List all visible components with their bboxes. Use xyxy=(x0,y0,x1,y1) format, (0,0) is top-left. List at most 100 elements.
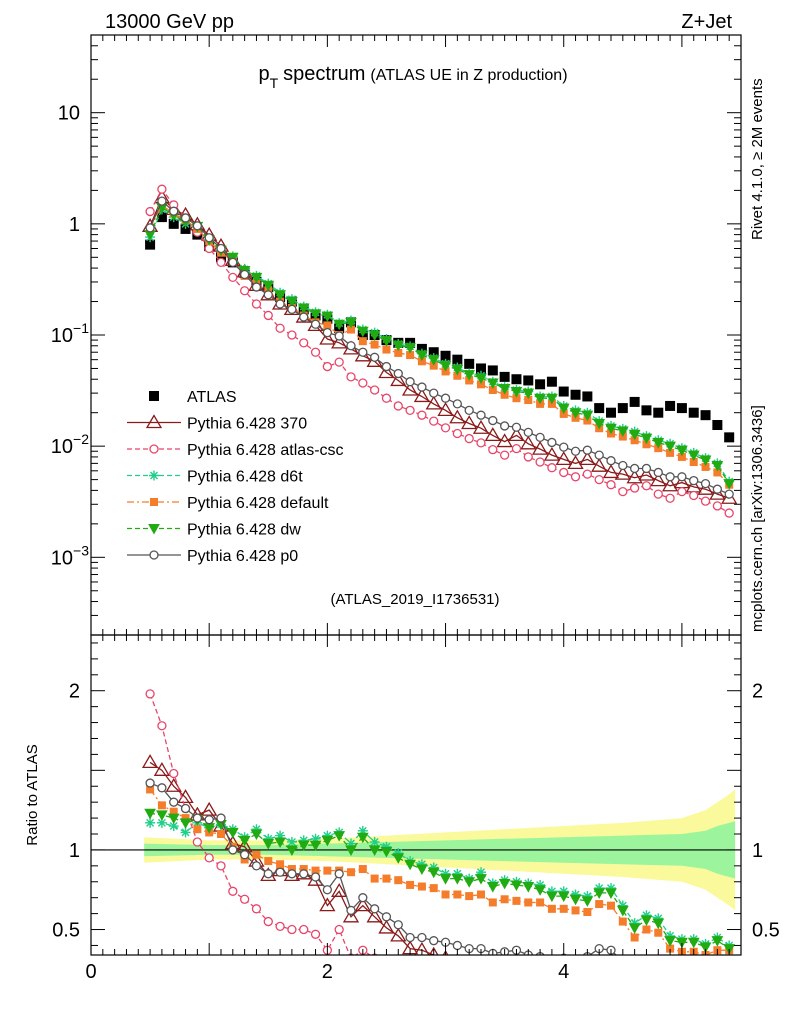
point-pythia-6-428-370 xyxy=(638,466,655,481)
ratio-point-pythia-6-428-default xyxy=(406,880,415,889)
ratio-frame xyxy=(90,634,742,956)
point-pythia-6-428-atlas-csc xyxy=(393,401,403,411)
ratio-point-pythia-6-428-dw xyxy=(510,880,523,891)
energy-label: 13000 GeV pp xyxy=(105,11,234,33)
ratio-point-pythia-6-428-default xyxy=(441,890,450,899)
ratio-point-pythia-6-428-370 xyxy=(331,883,348,897)
ratio-point-pythia-6-428-d6t xyxy=(369,836,380,847)
point-atlas xyxy=(535,379,546,390)
point-atlas xyxy=(476,363,486,374)
ratio-point-pythia-6-428-d6t xyxy=(156,817,167,828)
point-pythia-6-428-370 xyxy=(319,330,336,345)
point-pythia-6-428-dw xyxy=(557,403,570,415)
legend-marker-pythia-6-428-default xyxy=(150,498,158,506)
point-pythia-6-428-atlas-csc xyxy=(251,299,262,309)
point-pythia-6-428-p0 xyxy=(275,299,285,309)
ratio-point-pythia-6-428-atlas-csc xyxy=(145,689,155,699)
point-pythia-6-428-370 xyxy=(472,419,490,434)
point-pythia-6-428-atlas-csc xyxy=(287,330,297,340)
point-atlas xyxy=(653,407,664,418)
point-atlas xyxy=(594,403,605,414)
ratio-point-pythia-6-428-default xyxy=(264,857,273,866)
point-pythia-6-428-atlas-csc xyxy=(358,378,368,388)
point-pythia-6-428-p0 xyxy=(287,304,297,315)
point-atlas xyxy=(523,375,534,386)
legend-item-atlas: ATLAS xyxy=(149,389,237,406)
point-atlas xyxy=(617,403,628,414)
line-pythia-6-428-atlas-csc xyxy=(149,187,730,514)
point-pythia-6-428-p0 xyxy=(606,456,616,466)
point-pythia-6-428-atlas-csc xyxy=(263,310,273,321)
point-pythia-6-428-dw xyxy=(593,418,606,430)
point-pythia-6-428-p0 xyxy=(169,206,179,216)
ratio-point-pythia-6-428-atlas-csc xyxy=(299,924,309,935)
ratio-point-pythia-6-428-dw xyxy=(321,835,334,847)
point-pythia-6-428-p0 xyxy=(464,405,474,415)
point-pythia-6-428-default xyxy=(689,458,698,467)
point-pythia-6-428-atlas-csc xyxy=(346,372,356,382)
point-pythia-6-428-atlas-csc xyxy=(629,483,640,493)
point-pythia-6-428-atlas-csc xyxy=(665,493,675,503)
ratio-point-pythia-6-428-atlas-csc xyxy=(192,837,203,847)
point-pythia-6-428-370 xyxy=(579,451,596,466)
ratio-point-pythia-6-428-default xyxy=(181,814,190,823)
point-pythia-6-428-370 xyxy=(437,402,454,416)
point-pythia-6-428-atlas-csc xyxy=(712,501,723,511)
point-pythia-6-428-370 xyxy=(721,489,738,504)
ratio-point-pythia-6-428-default xyxy=(642,925,651,934)
point-pythia-6-428-default xyxy=(394,348,403,357)
point-pythia-6-428-370 xyxy=(555,451,572,466)
point-pythia-6-428-p0 xyxy=(511,422,522,432)
ratio-point-pythia-6-428-dw xyxy=(463,877,476,888)
point-pythia-6-428-dw xyxy=(262,280,275,292)
ratio-point-pythia-6-428-370 xyxy=(342,908,360,923)
legend-marker-pythia-6-428-d6t xyxy=(149,470,159,481)
ratio-point-pythia-6-428-default xyxy=(287,865,296,874)
ratio-point-pythia-6-428-dw xyxy=(368,845,381,856)
ratio-ytick-label-left: 2 xyxy=(69,681,80,703)
point-pythia-6-428-370 xyxy=(413,388,431,403)
point-pythia-6-428-dw xyxy=(250,272,263,284)
ratio-point-pythia-6-428-dw xyxy=(144,808,156,820)
point-pythia-6-428-p0 xyxy=(393,368,403,379)
point-pythia-6-428-dw xyxy=(297,303,310,315)
point-pythia-6-428-370 xyxy=(449,409,466,424)
ratio-point-pythia-6-428-default xyxy=(323,866,332,875)
main-data-area xyxy=(141,184,738,518)
ratio-point-pythia-6-428-default xyxy=(240,855,249,864)
ratio-point-pythia-6-428-d6t xyxy=(535,879,546,890)
ratio-point-pythia-6-428-dw xyxy=(522,882,535,893)
point-pythia-6-428-default xyxy=(500,390,509,399)
ratio-point-pythia-6-428-default xyxy=(146,785,155,794)
point-pythia-6-428-p0 xyxy=(665,472,675,482)
point-pythia-6-428-atlas-csc xyxy=(535,457,545,467)
ratio-point-pythia-6-428-d6t xyxy=(629,918,640,929)
point-atlas xyxy=(724,432,735,443)
ratio-point-pythia-6-428-atlas-csc xyxy=(157,721,167,731)
ratio-point-pythia-6-428-dw xyxy=(711,936,724,947)
point-pythia-6-428-atlas-csc xyxy=(275,323,285,333)
point-pythia-6-428-dw xyxy=(676,445,688,457)
point-pythia-6-428-atlas-csc xyxy=(369,385,380,395)
ratio-point-pythia-6-428-d6t xyxy=(286,836,297,847)
watermark: (ATLAS_2019_I1736531) xyxy=(330,591,499,608)
point-pythia-6-428-p0 xyxy=(700,478,711,489)
ratio-point-pythia-6-428-d6t xyxy=(263,833,274,844)
ratio-point-pythia-6-428-dw xyxy=(486,882,499,893)
point-pythia-6-428-p0 xyxy=(712,484,723,494)
ratio-point-pythia-6-428-d6t xyxy=(641,910,652,921)
ratio-point-pythia-6-428-dw xyxy=(534,885,546,896)
rivet-label: Rivet 4.1.0, ≥ 2M events xyxy=(749,78,766,240)
point-pythia-6-428-dw xyxy=(628,429,641,441)
legend-label: Pythia 6.428 d6t xyxy=(187,469,303,486)
point-pythia-6-428-dw xyxy=(380,336,393,347)
ratio-point-pythia-6-428-dw xyxy=(286,845,298,856)
ratio-point-pythia-6-428-default xyxy=(169,807,178,816)
point-pythia-6-428-atlas-csc xyxy=(310,347,321,357)
ratio-point-pythia-6-428-p0 xyxy=(452,940,463,951)
ratio-point-pythia-6-428-dw xyxy=(676,937,688,949)
ratio-point-pythia-6-428-d6t xyxy=(452,868,463,879)
ratio-line-pythia-6-428-370 xyxy=(149,761,437,955)
point-atlas xyxy=(511,374,522,385)
ratio-point-pythia-6-428-default xyxy=(429,884,438,893)
